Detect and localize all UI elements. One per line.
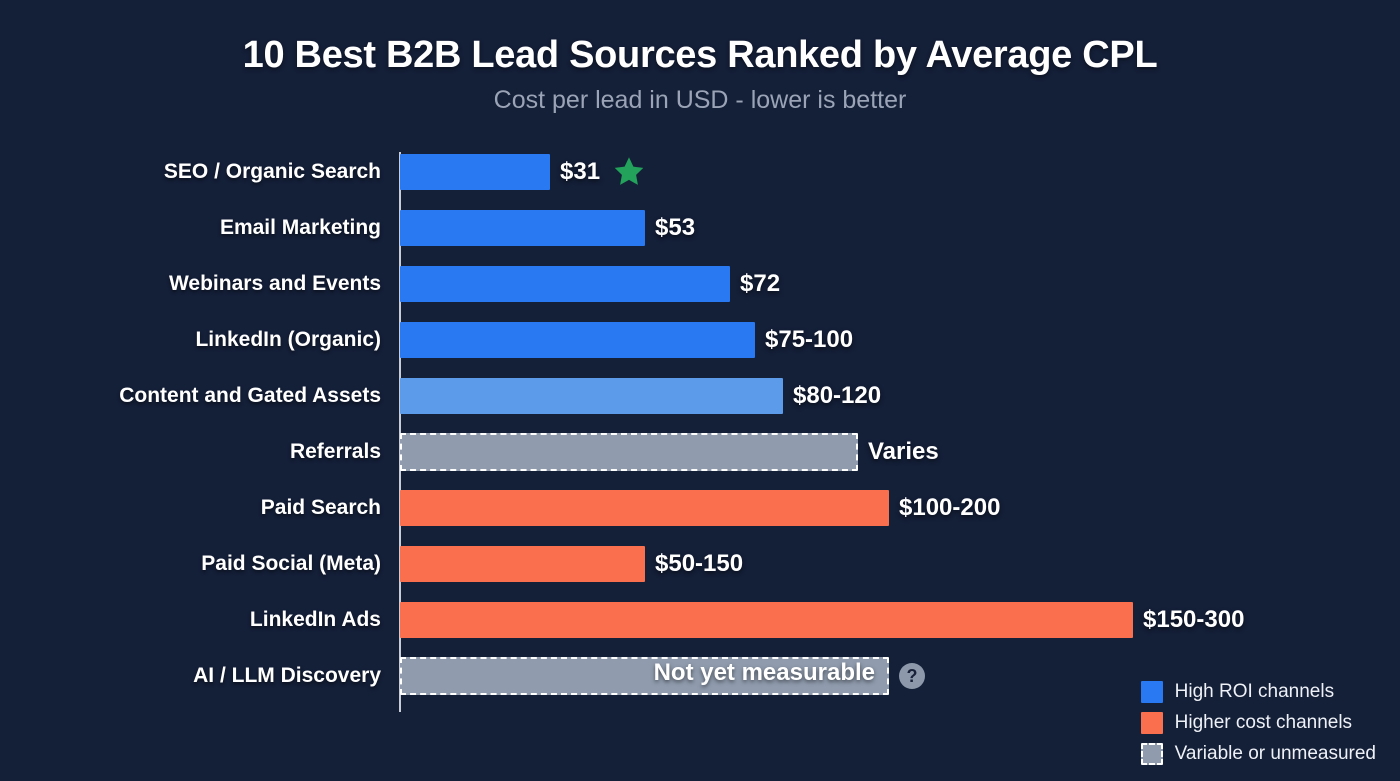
bar-value-label: $53 [655, 214, 696, 241]
bar-4[interactable] [400, 322, 755, 358]
bar-wrap: $80-120 [400, 378, 881, 414]
legend-item[interactable]: Higher cost channels [1140, 712, 1376, 734]
bar-9[interactable] [400, 602, 1133, 638]
chart-header: 10 Best B2B Lead Sources Ranked by Avera… [0, 0, 1400, 115]
bar-value-label: $31 [560, 158, 601, 185]
bar-2[interactable] [400, 210, 645, 246]
bar-value-label: $75-100 [765, 326, 854, 353]
legend-label: Higher cost channels [1174, 712, 1353, 733]
bar-chart-plot-area: SEO / Organic Search $31 Email Marketing $5… [0, 140, 1400, 720]
bar-category-label: Email Marketing [219, 216, 381, 239]
legend-label: Variable or unmeasured [1174, 743, 1376, 764]
bar-value-label: $100-200 [899, 494, 1001, 521]
bar-value-label: $80-120 [793, 382, 882, 409]
bar-value-label: Not yet measurable [653, 659, 875, 686]
legend-label: High ROI channels [1174, 681, 1335, 702]
bar-value-label: $72 [740, 270, 781, 297]
bar-category-label: SEO / Organic Search [163, 160, 381, 183]
chart-title: 10 Best B2B Lead Sources Ranked by Avera… [242, 34, 1158, 76]
bar-8[interactable] [400, 546, 645, 582]
y-axis-line [399, 152, 401, 712]
bar-row: AI / LLM Discovery Not yet measurable? [0, 652, 1400, 700]
bar-category-label: Referrals [289, 440, 381, 463]
bar-value-label: Varies [868, 438, 939, 465]
bar-value-label: $150-300 [1143, 606, 1245, 633]
bar-row: Paid Search $100-200 [0, 484, 1400, 532]
bar-row: Referrals Varies [0, 428, 1400, 476]
bar-category-label: AI / LLM Discovery [193, 664, 381, 687]
bar-row: Email Marketing $53 [0, 204, 1400, 252]
bar-category-label: LinkedIn Ads [249, 608, 381, 631]
legend-item[interactable]: Variable or unmeasured [1140, 743, 1376, 765]
bar-row: Webinars and Events $72 [0, 260, 1400, 308]
legend-swatch-icon [1140, 681, 1163, 703]
bar-category-label: LinkedIn (Organic) [195, 328, 381, 351]
bar-wrap: $53 [400, 210, 695, 246]
bar-category-label: Webinars and Events [168, 272, 381, 295]
bar-value-label: $50-150 [655, 550, 744, 577]
bar-row: Content and Gated Assets $80-120 [0, 372, 1400, 420]
bar-row: SEO / Organic Search $31 [0, 148, 1400, 196]
bar-10[interactable]: Not yet measurable [400, 657, 889, 695]
bar-wrap: $150-300 [400, 602, 1244, 638]
bar-row: LinkedIn Ads $150-300 [0, 596, 1400, 644]
chart-legend: High ROI channels Higher cost channels Var… [1140, 681, 1376, 765]
legend-swatch-icon [1140, 712, 1163, 734]
bar-row: Paid Social (Meta) $50-150 [0, 540, 1400, 588]
bar-5[interactable] [400, 378, 783, 414]
bar-7[interactable] [400, 490, 889, 526]
bar-category-label: Paid Social (Meta) [201, 552, 381, 575]
bar-category-label: Content and Gated Assets [119, 384, 381, 407]
legend-item[interactable]: High ROI channels [1140, 681, 1376, 703]
bar-6[interactable] [400, 433, 858, 471]
bar-wrap: $31 [400, 154, 646, 190]
star-icon [612, 155, 646, 189]
legend-swatch-icon [1140, 743, 1163, 765]
bar-wrap: Not yet measurable? [400, 657, 925, 695]
bar-category-label: Paid Search [260, 496, 381, 519]
bar-wrap: $72 [400, 266, 780, 302]
bar-wrap: $75-100 [400, 322, 853, 358]
question-mark-icon[interactable]: ? [899, 663, 925, 689]
bar-3[interactable] [400, 266, 730, 302]
bar-wrap: $50-150 [400, 546, 743, 582]
bar-1[interactable] [400, 154, 550, 190]
chart-subtitle: Cost per lead in USD - lower is better [493, 86, 907, 114]
bar-wrap: $100-200 [400, 490, 1000, 526]
bar-wrap: Varies [400, 433, 939, 471]
bar-row: LinkedIn (Organic) $75-100 [0, 316, 1400, 364]
